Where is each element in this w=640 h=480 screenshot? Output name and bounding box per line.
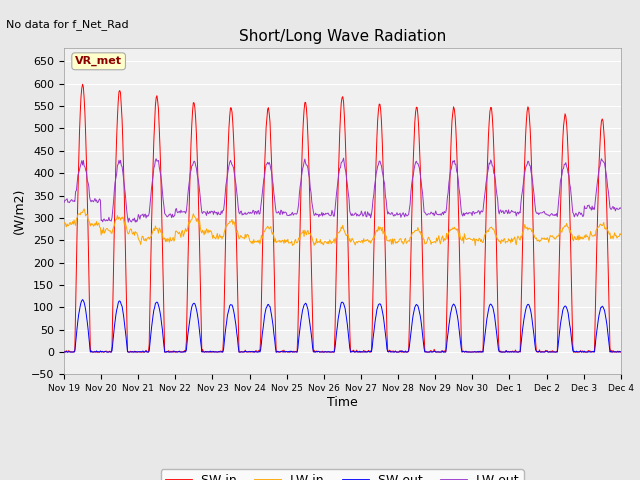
LW in (214, 236, 222, 242)
LW in (428, 241, 435, 247)
SW out (412, 303, 419, 309)
Line: SW out: SW out (64, 300, 621, 352)
Title: Short/Long Wave Radiation: Short/Long Wave Radiation (239, 29, 446, 44)
LW in (411, 228, 419, 234)
SW in (215, 349, 223, 355)
LW in (80, 206, 88, 212)
LW out (617, 205, 625, 211)
SW in (71, 347, 79, 352)
LW out (124, 219, 132, 225)
SW in (61, 349, 68, 355)
Text: No data for f_Net_Rad: No data for f_Net_Rad (6, 19, 129, 30)
SW in (428, 349, 436, 355)
LW in (60, 220, 68, 226)
LW out (185, 184, 193, 190)
SW in (412, 109, 419, 115)
Text: VR_met: VR_met (75, 56, 122, 66)
LW in (617, 232, 625, 238)
SW out (428, 349, 436, 355)
SW out (186, 319, 193, 324)
LW out (214, 209, 222, 215)
SW in (617, 349, 625, 355)
LW in (185, 219, 193, 225)
LW in (472, 243, 479, 249)
LW out (128, 217, 136, 223)
SW out (79, 297, 86, 302)
LW out (340, 155, 348, 161)
LW out (70, 198, 78, 204)
SW in (60, 348, 68, 354)
Line: LW in: LW in (64, 209, 621, 246)
SW out (60, 349, 68, 355)
SW in (79, 82, 86, 87)
SW in (186, 193, 193, 199)
SW out (215, 348, 223, 354)
Y-axis label: (W/m2): (W/m2) (12, 188, 26, 234)
X-axis label: Time: Time (327, 396, 358, 409)
SW out (61, 349, 68, 355)
LW out (412, 159, 419, 165)
LW out (428, 210, 436, 216)
Line: LW out: LW out (64, 158, 621, 222)
SW in (129, 348, 137, 354)
Line: SW in: SW in (64, 84, 621, 352)
SW out (71, 348, 79, 354)
LW in (70, 217, 78, 223)
SW out (129, 349, 137, 355)
LW out (60, 200, 68, 205)
LW in (128, 230, 136, 236)
Legend: SW in, LW in, SW out, LW out: SW in, LW in, SW out, LW out (161, 469, 524, 480)
SW out (617, 349, 625, 355)
